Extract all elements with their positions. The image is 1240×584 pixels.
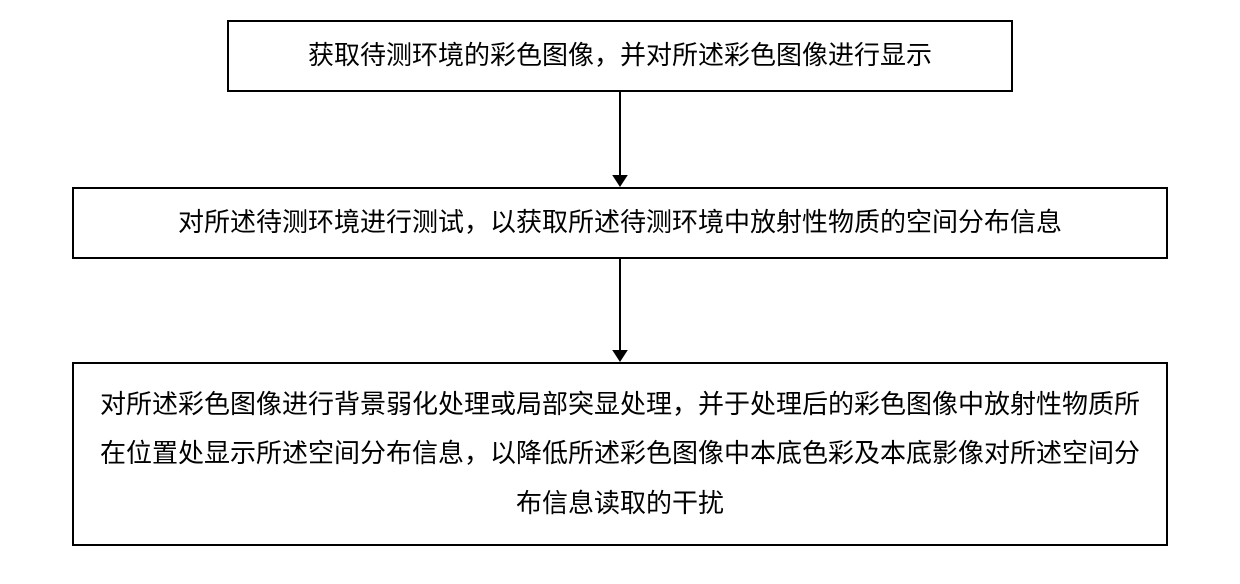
flowchart-arrow-step2-to-step3 (608, 259, 632, 362)
flowchart-node-step1: 获取待测环境的彩色图像，并对所述彩色图像进行显示 (227, 20, 1013, 92)
flowchart-node-step3: 对所述彩色图像进行背景弱化处理或局部突显处理，并于处理后的彩色图像中放射性物质所… (72, 362, 1168, 546)
flowchart-arrow-step1-to-step2 (608, 92, 632, 187)
flowchart-canvas: 获取待测环境的彩色图像，并对所述彩色图像进行显示对所述待测环境进行测试，以获取所… (0, 0, 1240, 584)
flowchart-node-step2: 对所述待测环境进行测试，以获取所述待测环境中放射性物质的空间分布信息 (72, 187, 1168, 259)
